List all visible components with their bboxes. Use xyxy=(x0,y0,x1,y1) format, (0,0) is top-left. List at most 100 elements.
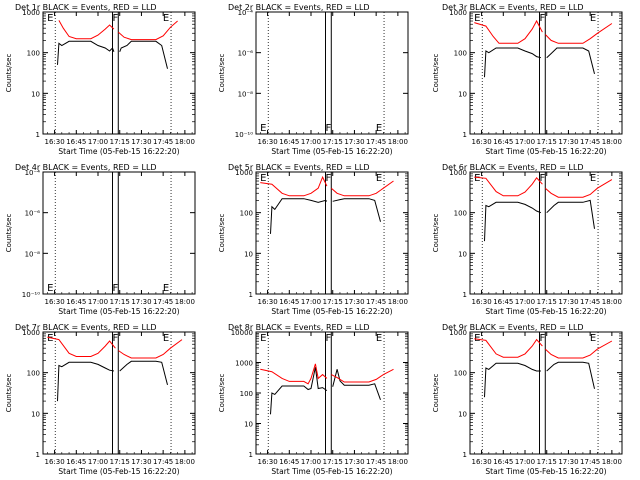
plot-frame xyxy=(469,331,623,455)
x-tick-label: 16:45 xyxy=(279,138,299,146)
marker-label-f: F xyxy=(539,333,545,344)
panel-title: Det 2r BLACK = Events, RED = LLD xyxy=(228,3,370,12)
x-tick-label: 17:00 xyxy=(515,298,535,306)
x-tick-label: 17:45 xyxy=(580,298,600,306)
lld-series-line xyxy=(260,363,328,385)
y-tick-label: 100 xyxy=(240,390,253,398)
lld-series-line xyxy=(330,180,394,197)
y-tick-label: 1 xyxy=(463,291,467,299)
y-tick-label: 10000 xyxy=(231,329,253,337)
x-tick-label: 17:15 xyxy=(537,138,557,146)
lld-series-line xyxy=(474,176,543,197)
x-tick-label: 17:00 xyxy=(301,298,321,306)
x-tick-label: 16:30 xyxy=(471,298,491,306)
x-tick-label: 18:00 xyxy=(175,458,195,466)
x-tick-label: 17:15 xyxy=(537,458,557,466)
marker-label-e: E xyxy=(474,173,480,184)
y-tick-label: 1 xyxy=(249,291,253,299)
detector-panel-2: Det 2r BLACK = Events, RED = LLD 10⁻¹⁰ 10⁻… xyxy=(218,3,409,156)
panel-title: Det 6r BLACK = Events, RED = LLD xyxy=(442,163,584,172)
marker-label-e: E xyxy=(590,173,596,184)
x-tick-label: 17:30 xyxy=(344,138,364,146)
marker-label-e: E xyxy=(260,123,266,134)
lld-series-line xyxy=(118,339,183,359)
detector-panel-6: Det 6r BLACK = Events, RED = LLD 1 10 100 10… xyxy=(432,163,623,316)
marker-label-f: F xyxy=(112,13,118,24)
x-tick-label: 16:30 xyxy=(257,138,277,146)
detector-panel-9: Det 9r BLACK = Events, RED = LLD 1 10 100 10… xyxy=(432,323,623,476)
x-tick-label: 18:00 xyxy=(388,298,408,306)
x-tick-label: 17:30 xyxy=(558,138,578,146)
marker-label-e: E xyxy=(260,173,266,184)
x-tick-label: 16:30 xyxy=(257,298,277,306)
x-axis-label: Start Time (05-Feb-15 16:22:20) xyxy=(58,467,179,476)
x-tick-label: 16:45 xyxy=(279,458,299,466)
events-series-line xyxy=(332,369,381,400)
panel-title: Det 5r BLACK = Events, RED = LLD xyxy=(228,163,370,172)
panel-title: Det 1r BLACK = Events, RED = LLD xyxy=(15,3,157,12)
x-tick-label: 18:00 xyxy=(388,138,408,146)
lld-series-line xyxy=(474,19,543,44)
marker-label-f: F xyxy=(539,173,545,184)
marker-label-f: F xyxy=(112,333,118,344)
y-tick-label: 1000 xyxy=(22,329,40,337)
marker-label-e: E xyxy=(590,13,596,24)
y-tick-label: 10⁻⁶ xyxy=(25,210,41,218)
y-tick-label: 1 xyxy=(249,451,253,459)
x-tick-label: 17:15 xyxy=(110,138,130,146)
plot-frame xyxy=(42,11,196,135)
lld-series-line xyxy=(474,338,543,358)
plot-frame xyxy=(42,171,196,295)
x-axis-label: Start Time (05-Feb-15 16:22:20) xyxy=(58,147,179,156)
x-tick-label: 16:30 xyxy=(471,458,491,466)
x-tick-label: 17:45 xyxy=(153,138,173,146)
y-axis-label: Counts/sec xyxy=(218,374,226,413)
x-tick-label: 17:00 xyxy=(88,298,108,306)
marker-label-e: E xyxy=(474,333,480,344)
y-axis-label: Counts/sec xyxy=(218,214,226,253)
x-tick-label: 17:30 xyxy=(558,458,578,466)
marker-label-f: F xyxy=(112,283,118,294)
marker-label-e: E xyxy=(163,333,169,344)
x-tick-label: 17:15 xyxy=(323,458,343,466)
x-axis-label: Start Time (05-Feb-15 16:22:20) xyxy=(271,467,392,476)
y-tick-label: 10 xyxy=(458,250,467,258)
y-tick-label: 10⁻⁶ xyxy=(238,50,254,58)
events-series-line xyxy=(270,367,328,415)
y-tick-label: 10 xyxy=(31,90,40,98)
x-tick-label: 16:30 xyxy=(257,458,277,466)
lld-series-line xyxy=(117,20,178,41)
x-tick-label: 18:00 xyxy=(175,138,195,146)
detector-panel-5: Det 5r BLACK = Events, RED = LLD 1 10 100 10… xyxy=(218,163,409,316)
marker-label-f: F xyxy=(325,123,331,134)
y-tick-label: 100 xyxy=(27,50,40,58)
events-series-line xyxy=(484,47,542,78)
marker-label-e: E xyxy=(163,283,169,294)
x-tick-label: 16:45 xyxy=(66,298,86,306)
marker-label-e: E xyxy=(376,123,382,134)
y-tick-label: 1000 xyxy=(449,169,467,177)
plot-frame xyxy=(469,11,623,135)
events-series-line xyxy=(57,40,115,65)
marker-label-e: E xyxy=(376,173,382,184)
x-tick-label: 17:00 xyxy=(301,458,321,466)
y-tick-label: 10 xyxy=(244,421,253,429)
detector-panel-8: Det 8r BLACK = Events, RED = LLD 1 10 100 10… xyxy=(218,323,409,476)
y-tick-label: 1 xyxy=(463,131,467,139)
detector-panel-1: Det 1r BLACK = Events, RED = LLD 1 10 100 10… xyxy=(5,3,196,156)
x-tick-label: 16:30 xyxy=(44,138,64,146)
marker-label-e: E xyxy=(47,283,53,294)
panel-title: Det 7r BLACK = Events, RED = LLD xyxy=(15,323,157,332)
y-tick-label: 1000 xyxy=(235,169,253,177)
lld-series-line xyxy=(544,340,613,359)
y-axis-label: Counts/sec xyxy=(432,374,440,413)
lld-series-line xyxy=(544,179,613,198)
x-tick-label: 17:15 xyxy=(537,298,557,306)
x-tick-label: 16:45 xyxy=(279,298,299,306)
x-tick-label: 16:45 xyxy=(493,298,513,306)
y-tick-label: 10 xyxy=(244,250,253,258)
x-tick-label: 17:00 xyxy=(88,138,108,146)
marker-label-f: F xyxy=(325,333,331,344)
y-tick-label: 10⁻¹⁰ xyxy=(22,291,40,299)
marker-label-e: E xyxy=(376,333,382,344)
